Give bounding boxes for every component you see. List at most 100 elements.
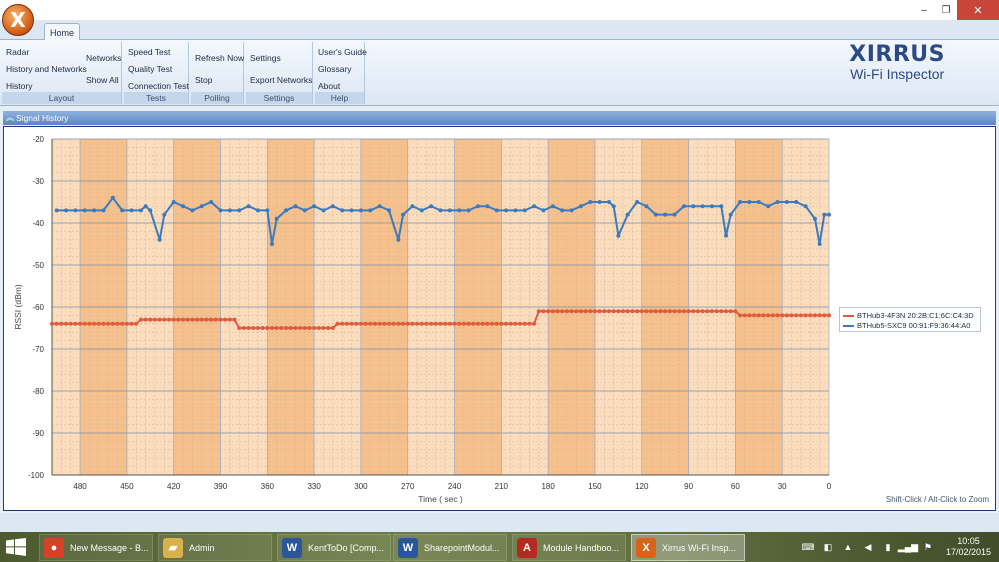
data-point[interactable] (569, 208, 574, 213)
data-point[interactable] (124, 321, 129, 326)
data-point[interactable] (667, 309, 672, 314)
data-point[interactable] (489, 321, 494, 326)
data-point[interactable] (101, 321, 106, 326)
data-point[interactable] (560, 309, 565, 314)
data-point[interactable] (639, 309, 644, 314)
data-point[interactable] (293, 204, 298, 209)
data-point[interactable] (616, 309, 621, 314)
volume-icon[interactable]: ◀ (864, 541, 872, 552)
data-point[interactable] (447, 321, 452, 326)
data-point[interactable] (756, 313, 761, 318)
data-point[interactable] (485, 321, 490, 326)
taskbar-item[interactable]: W KentToDo [Comp... (277, 534, 391, 561)
data-point[interactable] (73, 208, 78, 213)
data-point[interactable] (358, 208, 363, 213)
tab-home[interactable]: Home (44, 23, 80, 41)
data-point[interactable] (372, 321, 377, 326)
taskbar-item[interactable]: A Module Handboo... (512, 534, 626, 561)
data-point[interactable] (377, 321, 382, 326)
data-point[interactable] (148, 317, 153, 322)
data-point[interactable] (298, 326, 303, 330)
data-point[interactable] (377, 204, 382, 209)
signal-history-chart[interactable]: -20 -30 -40 -50 -60 -70 -80 -90 -100 480 450 420 390… (4, 127, 995, 510)
action-center-icon[interactable]: ⚑ (923, 541, 932, 552)
data-point[interactable] (110, 321, 115, 326)
data-point[interactable] (176, 317, 181, 322)
data-point[interactable] (396, 321, 401, 326)
data-point[interactable] (419, 208, 424, 213)
data-point[interactable] (218, 317, 223, 322)
data-point[interactable] (817, 313, 822, 318)
connection-test-button[interactable]: Connection Test (128, 81, 189, 91)
signal-history-panel[interactable]: -20 -30 -40 -50 -60 -70 -80 -90 -100 480 450 420 390… (3, 126, 996, 511)
data-point[interactable] (354, 321, 359, 326)
data-point[interactable] (611, 309, 616, 314)
data-point[interactable] (419, 321, 424, 326)
data-point[interactable] (171, 317, 176, 322)
data-point[interactable] (185, 317, 190, 322)
data-point[interactable] (583, 309, 588, 314)
data-point[interactable] (466, 321, 471, 326)
data-point[interactable] (349, 208, 354, 213)
data-point[interactable] (578, 204, 583, 209)
data-point[interactable] (597, 200, 602, 204)
data-point[interactable] (611, 204, 616, 209)
data-point[interactable] (209, 317, 214, 322)
data-point[interactable] (681, 204, 686, 209)
data-point[interactable] (152, 317, 157, 322)
data-point[interactable] (616, 233, 621, 238)
data-point[interactable] (129, 321, 134, 326)
data-point[interactable] (410, 204, 415, 209)
networks-button[interactable]: Networks (86, 53, 122, 63)
data-point[interactable] (368, 321, 373, 326)
data-point[interactable] (728, 212, 733, 217)
data-point[interactable] (241, 326, 246, 330)
data-point[interactable] (232, 317, 237, 322)
data-point[interactable] (349, 321, 354, 326)
data-point[interactable] (340, 208, 345, 213)
data-point[interactable] (817, 242, 822, 246)
data-point[interactable] (714, 309, 719, 314)
data-point[interactable] (592, 309, 597, 314)
taskbar-item[interactable]: ▰ Admin (158, 534, 272, 561)
data-point[interactable] (635, 200, 640, 204)
data-point[interactable] (443, 321, 448, 326)
data-point[interactable] (653, 212, 658, 217)
speed-test-button[interactable]: Speed Test (128, 47, 171, 57)
data-point[interactable] (167, 317, 172, 322)
data-point[interactable] (82, 208, 87, 213)
data-point[interactable] (691, 204, 696, 209)
data-point[interactable] (536, 309, 541, 314)
data-point[interactable] (237, 326, 242, 330)
data-point[interactable] (644, 309, 649, 314)
data-point[interactable] (59, 321, 64, 326)
data-point[interactable] (705, 309, 710, 314)
data-point[interactable] (546, 309, 551, 314)
data-point[interactable] (429, 204, 434, 209)
data-point[interactable] (157, 237, 162, 242)
data-point[interactable] (457, 208, 462, 213)
data-point[interactable] (115, 321, 120, 326)
glossary-button[interactable]: Glossary (318, 64, 352, 74)
data-point[interactable] (396, 237, 401, 242)
data-point[interactable] (452, 321, 457, 326)
data-point[interactable] (190, 208, 195, 213)
data-point[interactable] (597, 309, 602, 314)
data-point[interactable] (143, 204, 148, 209)
clock[interactable]: 10:05 17/02/2015 (946, 536, 991, 558)
data-point[interactable] (96, 321, 101, 326)
data-point[interactable] (649, 309, 654, 314)
data-point[interactable] (709, 309, 714, 314)
data-point[interactable] (251, 326, 256, 330)
data-point[interactable] (724, 233, 729, 238)
data-point[interactable] (447, 208, 452, 213)
minimize-button[interactable]: – (921, 4, 927, 16)
legend-item[interactable]: BTHub5-SXC9 00:91:F9:36:44:A0 (843, 320, 977, 330)
data-point[interactable] (265, 208, 270, 213)
data-point[interactable] (199, 204, 204, 209)
data-point[interactable] (340, 321, 345, 326)
data-point[interactable] (101, 208, 106, 213)
taskbar-item[interactable]: W SharepointModul... (393, 534, 507, 561)
data-point[interactable] (672, 309, 677, 314)
data-point[interactable] (64, 321, 69, 326)
